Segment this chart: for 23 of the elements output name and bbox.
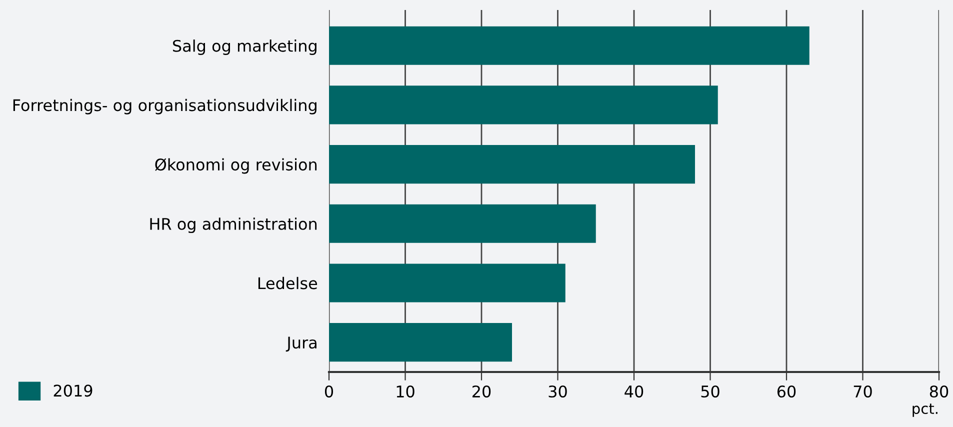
y-tick-label: Økonomi og revision <box>155 158 317 174</box>
x-tick-label: 0 <box>324 385 334 398</box>
bar <box>329 204 596 243</box>
x-tick-label: 80 <box>930 385 948 398</box>
x-tick-label: 10 <box>396 385 414 398</box>
bar <box>329 145 695 184</box>
y-tick-label: Salg og marketing <box>173 40 316 55</box>
x-axis-title: pct. <box>912 404 938 417</box>
y-tick-label: Ledelse <box>258 276 318 290</box>
legend-label: 2019 <box>54 384 92 397</box>
x-tick-label: 70 <box>854 385 872 398</box>
y-tick-label: HR og administration <box>150 218 317 234</box>
bar <box>329 264 566 302</box>
bar <box>329 323 512 362</box>
bar <box>329 86 718 124</box>
x-tick-label: 50 <box>701 385 720 398</box>
x-tick-label: 60 <box>777 385 796 398</box>
x-tick-label: 40 <box>624 385 644 398</box>
x-tick-label: 20 <box>472 385 491 398</box>
y-tick-label: Jura <box>286 336 316 352</box>
y-tick-label: Forretnings- og organisationsudvikling <box>13 98 316 114</box>
bar <box>329 26 810 65</box>
x-tick-label: 30 <box>548 385 567 398</box>
